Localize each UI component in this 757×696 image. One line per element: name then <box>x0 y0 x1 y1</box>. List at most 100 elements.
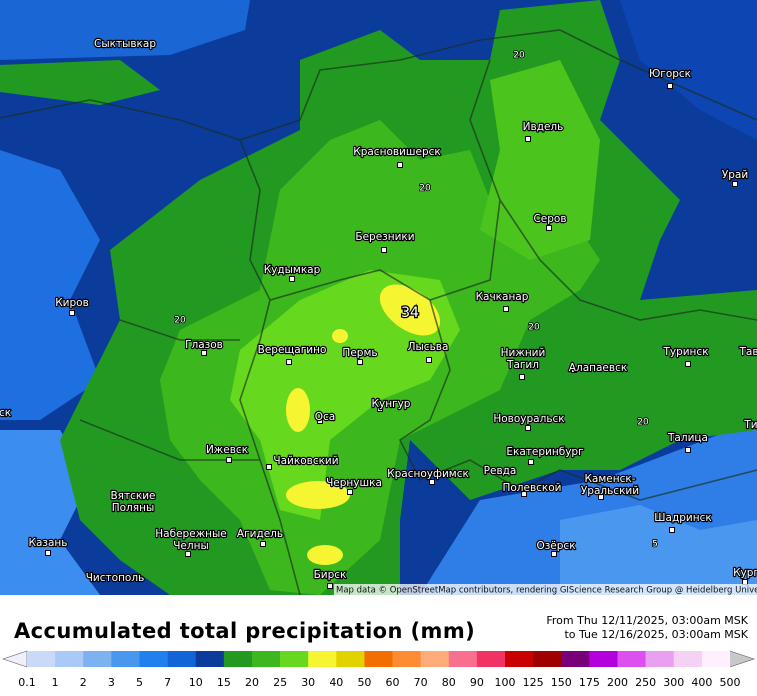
city-label: Казань <box>29 537 68 549</box>
city-marker <box>327 583 333 589</box>
legend-swatch <box>195 651 225 667</box>
city-marker <box>742 579 748 585</box>
legend: 0.1 1 2 3 5 7 10 15 20 25 30 40 50 60 70 80 90 100 125 150 1… <box>2 650 755 689</box>
legend-swatch <box>533 651 562 667</box>
city-label: Кунгур <box>372 398 411 410</box>
legend-swatch <box>420 651 450 667</box>
precip-area <box>0 0 250 60</box>
city-label: Туринск <box>662 346 708 358</box>
city-label: Талица <box>667 432 708 444</box>
city-marker <box>226 457 232 463</box>
contour-label: 20 <box>528 323 540 333</box>
contour-label: 20 <box>419 184 431 194</box>
max-label: 34 <box>401 305 419 321</box>
legend-swatch <box>167 651 197 667</box>
city-marker <box>185 551 191 557</box>
city-label: Красновишерск <box>353 146 440 158</box>
city-label: Поляны <box>112 502 155 514</box>
legend-label: 0.1 <box>18 676 36 689</box>
city-label: Березники <box>355 231 414 243</box>
city-label: Верещагино <box>258 344 327 356</box>
city-label: Качканар <box>476 291 529 303</box>
city-label: Красноуфимск <box>387 468 469 480</box>
legend-swatch <box>27 651 56 667</box>
city-label: Чайковский <box>273 455 338 467</box>
region-borders <box>0 29 757 596</box>
legend-swatch <box>336 651 365 667</box>
legend-label: 50 <box>357 676 371 689</box>
period-end: to Tue 12/16/2025, 03:00am MSK <box>564 628 748 641</box>
city-label: Тав <box>738 346 757 358</box>
city-label: Бирск <box>314 569 347 581</box>
legend-label: 1 <box>52 676 59 689</box>
city-label: Кудымкар <box>264 264 321 276</box>
city-marker <box>519 374 525 380</box>
legend-swatch <box>83 651 112 667</box>
legend-label: 60 <box>386 676 400 689</box>
legend-label: 200 <box>607 676 628 689</box>
city-marker <box>685 361 691 367</box>
legend-swatch <box>561 651 590 667</box>
city-marker <box>525 136 531 142</box>
city-marker <box>551 551 557 557</box>
legend-label: 2 <box>80 676 87 689</box>
legend-label: 20 <box>245 676 259 689</box>
city-label: Шадринск <box>654 512 711 524</box>
legend-label: 400 <box>691 676 712 689</box>
legend-label: 25 <box>273 676 287 689</box>
city-label: Оса <box>315 411 335 423</box>
city-marker <box>429 479 435 485</box>
precip-area <box>307 545 343 565</box>
city-marker <box>266 464 272 470</box>
city-marker <box>546 225 552 231</box>
legend-label: 10 <box>189 676 203 689</box>
city-marker <box>286 359 292 365</box>
precip-area <box>560 505 757 595</box>
map: Сыктывкар Югорск Ивдель Красновишерск Урай Се… <box>0 0 757 596</box>
legend-swatch <box>392 651 421 667</box>
legend-label: 80 <box>442 676 456 689</box>
precip-area <box>0 60 160 105</box>
city-label: Уральский <box>581 485 639 497</box>
city-label: Ижевск <box>206 444 248 456</box>
city-label: Глазов <box>185 339 223 351</box>
city-label: Киров <box>55 297 89 309</box>
period-start: From Thu 12/11/2025, 03:00am MSK <box>546 614 748 627</box>
city-marker <box>483 467 489 473</box>
legend-swatch <box>589 651 618 667</box>
city-marker <box>571 367 577 373</box>
city-marker <box>426 357 432 363</box>
city-marker <box>669 527 675 533</box>
legend-swatch <box>645 651 675 667</box>
city-label: Озёрск <box>536 540 575 552</box>
legend-label: 300 <box>663 676 684 689</box>
city-label: Челны <box>173 540 209 552</box>
title: Accumulated total precipitation (mm) <box>14 619 475 643</box>
legend-label: 175 <box>579 676 600 689</box>
city-label: Вятские <box>110 490 155 502</box>
city-label: Сыктывкар <box>94 38 156 50</box>
city-marker <box>503 306 509 312</box>
city-label: Полевской <box>502 482 561 494</box>
city-marker <box>397 162 403 168</box>
city-label: Нижний <box>501 347 546 359</box>
city-marker <box>201 350 207 356</box>
city-label: Екатеринбург <box>506 446 583 458</box>
legend-swatch <box>448 651 478 667</box>
city-label: Агидель <box>237 528 283 540</box>
city-marker <box>521 491 527 497</box>
legend-swatch <box>617 651 646 667</box>
precip-area <box>0 150 100 420</box>
legend-swatch <box>251 651 281 667</box>
city-label: Набережные <box>155 528 226 540</box>
city-marker <box>45 550 51 556</box>
contour-label: 20 <box>513 51 525 61</box>
city-label: Ивдель <box>523 121 564 133</box>
city-label: Пермь <box>342 347 377 359</box>
city-marker <box>357 359 363 365</box>
city-marker <box>381 247 387 253</box>
legend-label: 125 <box>523 676 544 689</box>
contour-label: 20 <box>637 418 649 428</box>
legend-label: 5 <box>136 676 143 689</box>
